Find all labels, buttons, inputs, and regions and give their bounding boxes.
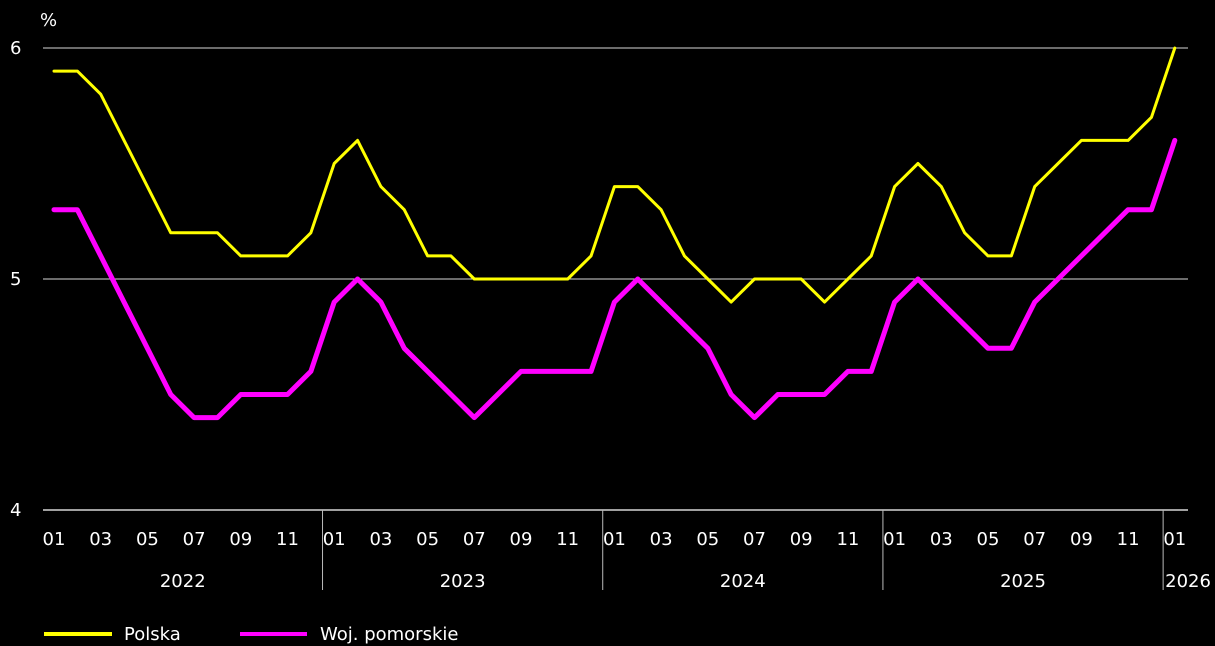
x-tick-label: 03	[89, 529, 112, 550]
series-line-polska	[52, 46, 1177, 304]
x-year-label: 2026	[1165, 571, 1211, 592]
x-tick-label: 07	[183, 529, 206, 550]
series-line-woj-pomorskie	[51, 137, 1178, 421]
x-tick-label: 03	[930, 529, 953, 550]
x-tick-label: 11	[836, 529, 859, 550]
x-year-label: 2022	[160, 571, 206, 592]
legend-label-polska: Polska	[124, 624, 181, 645]
y-tick-label: 6	[10, 38, 21, 59]
x-tick-label: 09	[510, 529, 533, 550]
x-tick-label: 05	[696, 529, 719, 550]
x-tick-label: 09	[1070, 529, 1093, 550]
x-tick-label: 03	[650, 529, 673, 550]
y-tick-label: 5	[10, 269, 21, 290]
x-tick-label: 11	[1117, 529, 1140, 550]
series-layer	[51, 46, 1178, 421]
legend: Polska Woj. pomorskie	[44, 624, 458, 645]
grid-layer	[43, 47, 1188, 511]
x-tick-label: 05	[416, 529, 439, 550]
x-tick-label: 01	[43, 529, 66, 550]
x-tick-label: 07	[1023, 529, 1046, 550]
x-tick-label: 01	[603, 529, 626, 550]
y-tick-label: 4	[10, 500, 21, 521]
x-year-label: 2025	[1000, 571, 1046, 592]
x-year-label: 2024	[720, 571, 766, 592]
x-tick-label: 05	[977, 529, 1000, 550]
x-tick-label: 03	[369, 529, 392, 550]
x-tick-label: 07	[463, 529, 486, 550]
x-axis: 01 03 05 07 09 11 2022 01 03 05 07 09 11 2023 01 03 05 07…	[43, 510, 1211, 592]
x-tick-label: 09	[229, 529, 252, 550]
y-axis-ticks: 4 5 6	[10, 38, 21, 521]
x-tick-label: 11	[276, 529, 299, 550]
x-tick-label: 01	[883, 529, 906, 550]
x-tick-label: 11	[556, 529, 579, 550]
x-year-label: 2023	[440, 571, 486, 592]
legend-label-woj-pomorskie: Woj. pomorskie	[320, 624, 458, 645]
x-tick-label: 09	[790, 529, 813, 550]
x-tick-label: 01	[323, 529, 346, 550]
y-axis-unit-label: %	[40, 10, 57, 31]
x-tick-label: 05	[136, 529, 159, 550]
x-tick-label: 07	[743, 529, 766, 550]
x-tick-label: 01	[1163, 529, 1186, 550]
